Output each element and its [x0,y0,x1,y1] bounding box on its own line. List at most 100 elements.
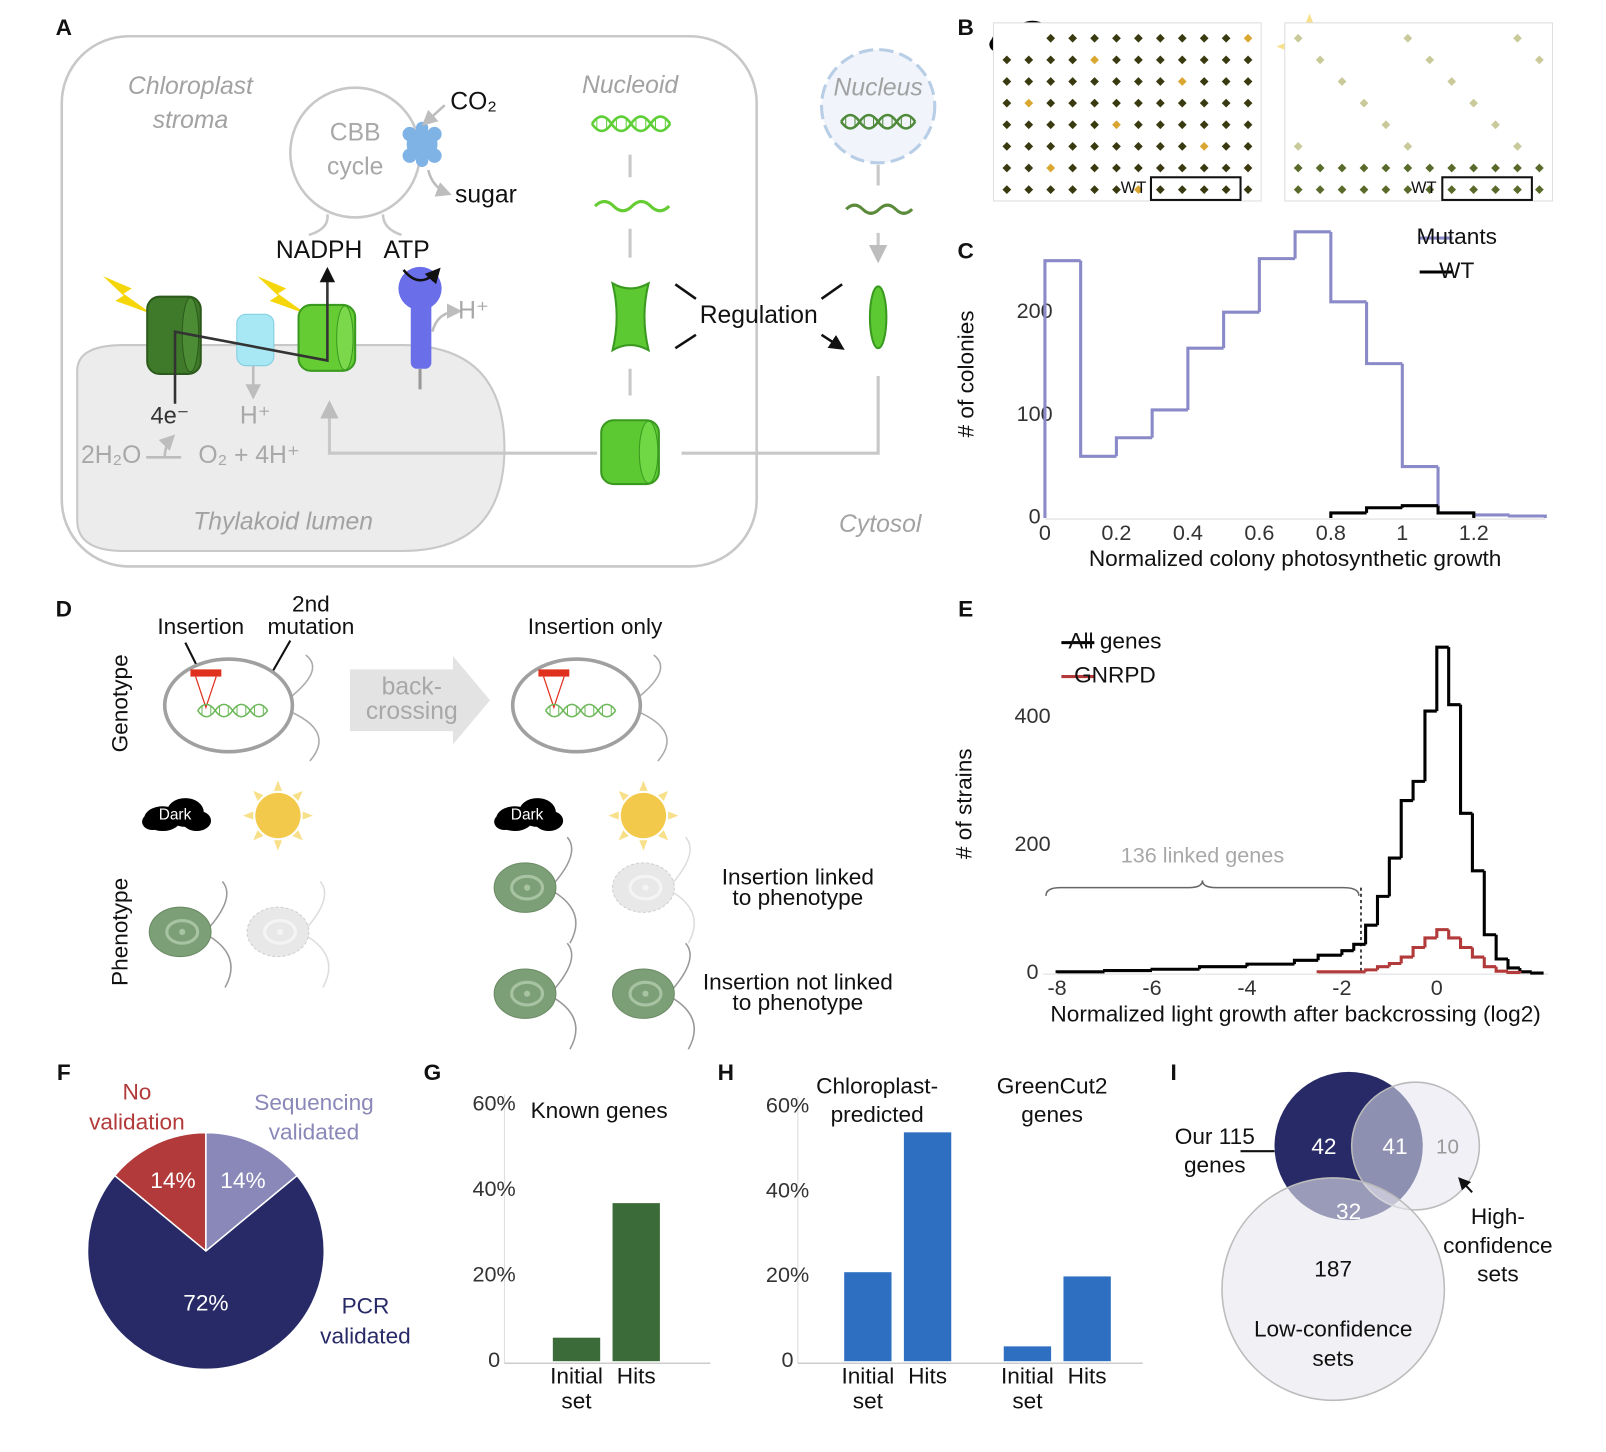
ours-low: 32 [1336,1199,1361,1224]
bar [903,1132,952,1362]
linked: to phenotype [732,885,863,910]
histogram-bin [1458,937,1473,950]
x-tick-label: Hits [908,1364,947,1389]
value-label: 72% [183,1291,228,1316]
y-tick-label: 20% [473,1261,516,1286]
x-tick-label: Hits [617,1364,656,1389]
histogram-bin [1506,959,1520,970]
x-tick-label: Hits [1068,1364,1107,1389]
histogram-bin [1365,506,1403,513]
histogram-bin [1375,965,1390,970]
sun-ray [292,830,303,841]
histogram-bin [1400,363,1439,469]
colony [1046,98,1056,108]
panel-a-diagram [402,121,442,167]
panel-e-bracket [1045,880,1362,974]
x-tick-label: -4 [1237,975,1256,1000]
panel-label: B [957,15,973,40]
colony [1046,142,1056,151]
panel-i-venn [1221,1177,1446,1402]
x-tick-label: set [853,1388,884,1413]
value-label: 14% [150,1168,195,1193]
ours-only: 42 [1311,1134,1336,1159]
sugar: sugar [455,181,517,208]
colony [1046,120,1056,130]
h-out: H⁺ [458,298,489,325]
nucleolus [524,990,531,997]
sun-ray [618,790,629,802]
insertion-site [542,676,565,710]
pie-slice [113,1131,207,1253]
colony [1046,33,1056,43]
sun-ray [273,780,283,791]
bar [1003,1346,1052,1362]
panel-a-diagram [593,199,671,213]
bar [612,1203,660,1362]
high: confidence [1443,1233,1552,1258]
dark: Dark [1006,29,1039,46]
histogram-bin [1435,928,1449,938]
sun-ray [1305,13,1314,24]
sun-ray [657,830,669,841]
electrons: 4e⁻ [150,403,189,429]
dark-after: Dark [511,807,544,824]
dark-before: Dark [159,807,192,824]
histogram-bin [1506,970,1522,974]
panel-a-diagram [402,267,441,285]
x-tick-label: 0.8 [1316,520,1346,545]
plate [992,22,1262,202]
x-tick-label: 0 [1039,520,1051,545]
cytosol: Cytosol [839,511,923,538]
low: Low-confidence [1254,1316,1412,1341]
x-tick-label: Initial [550,1364,603,1389]
x-tick-label: -2 [1332,975,1351,1000]
histogram-bin [1411,779,1425,801]
group-label: Chloroplast- [816,1073,938,1098]
panel-a-diagram [610,281,651,353]
x-tick-label: Initial [841,1364,894,1389]
panel-a-diagram [60,34,758,568]
sun-ray [302,811,313,820]
histogram-bin [1387,961,1402,967]
category-label: Sequencing [254,1090,374,1115]
x-tick-label: -8 [1047,975,1066,1000]
histogram-bin [1458,704,1473,815]
backcrossing: back- [382,673,442,700]
y-tick-label: 200 [1015,831,1051,856]
x-tick-label: 0.4 [1173,520,1203,545]
histogram-bin [1257,257,1296,313]
high-only: 10 [1436,1136,1459,1159]
histogram-bin [1043,259,1081,519]
category-label: validation [89,1109,185,1134]
cloud [494,813,515,830]
nucleus-ring [628,874,663,901]
histogram-bin [1150,967,1200,971]
products: O₂ + 4H⁺ [198,442,300,469]
nucleus-ring [165,919,200,945]
insertion [190,669,222,677]
nucleolus [642,884,649,891]
x-tick-label: 0 [1431,975,1443,1000]
y-tick-label: 20% [766,1262,809,1287]
histogram-bin [1364,968,1378,972]
panel-label: F [57,1060,71,1085]
histogram-bin [1365,301,1403,366]
panel-a-diagram [308,214,402,237]
not-linked: to phenotype [732,990,863,1015]
panel-a-diagram [845,203,914,215]
backcrossing: crossing [366,698,458,725]
bar [552,1337,601,1362]
histogram-bin [1507,514,1547,519]
y-tick-label: 0 [488,1347,500,1372]
sun [255,792,301,839]
panel-a-diagram [415,154,429,167]
dna-strand [544,709,617,718]
annotation: 136 linked genes [1121,842,1285,867]
x-tick-label: Initial [1001,1364,1054,1389]
sun-ray [242,811,254,820]
value-label: 14% [220,1168,265,1193]
histogram-bin [1472,512,1510,517]
sun-ray [668,811,679,820]
y-tick-label: 100 [1017,401,1053,426]
